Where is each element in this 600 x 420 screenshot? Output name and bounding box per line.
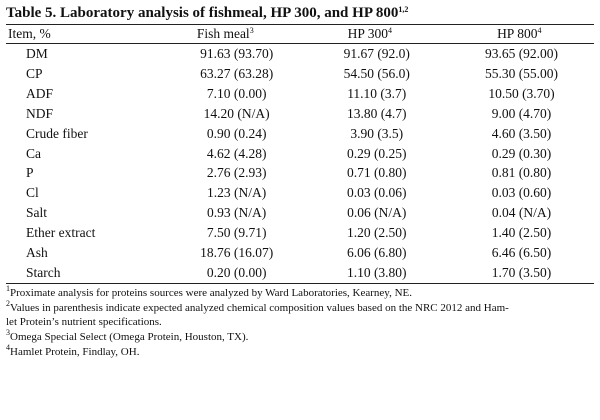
cell-fishmeal: 18.76 (16.07) bbox=[200, 245, 274, 261]
cell-item: Starch bbox=[26, 264, 61, 280]
cell-hp300: 3.90 (3.5) bbox=[350, 125, 404, 141]
top-rule bbox=[6, 24, 594, 25]
cell-hp300: 0.03 (0.06) bbox=[346, 185, 407, 201]
cell-item: Ca bbox=[26, 145, 41, 161]
cell-item: Ether extract bbox=[26, 225, 96, 241]
footnote-marker: 4 bbox=[6, 343, 10, 353]
cell-hp800: 0.04 (N/A) bbox=[491, 205, 552, 221]
table-row: NDF 14.20 (N/A) 13.80 (4.7) 9.00 (4.70) bbox=[6, 104, 594, 124]
table-row: Ash 18.76 (16.07) 6.06 (6.80) 6.46 (6.50) bbox=[6, 243, 594, 263]
table-row: ADF 7.10 (0.00) 11.10 (3.7) 10.50 (3.70) bbox=[6, 84, 594, 104]
cell-fishmeal: 7.10 (0.00) bbox=[206, 85, 267, 101]
cell-fishmeal: 0.90 (0.24) bbox=[206, 125, 267, 141]
footnote: 2Values in parenthesis indicate expected… bbox=[6, 298, 594, 316]
table-row: Crude fiber 0.90 (0.24) 3.90 (3.5) 4.60 (3.… bbox=[6, 124, 594, 144]
cell-fishmeal: 0.93 (N/A) bbox=[207, 205, 267, 221]
table-row: DM 91.63 (93.70) 91.67 (92.0) 93.65 (92.00) bbox=[6, 44, 594, 64]
cell-fishmeal: 0.20 (0.00) bbox=[206, 264, 267, 280]
cell-hp300: 1.10 (3.80) bbox=[346, 264, 407, 280]
bottom-rule bbox=[6, 282, 594, 284]
footnote-text: Hamlet Protein, Findlay, OH. bbox=[10, 346, 140, 359]
cell-hp800: 0.29 (0.30) bbox=[491, 145, 552, 161]
header-fishmeal: Fish meal3 bbox=[155, 25, 295, 43]
cell-hp300: 6.06 (6.80) bbox=[346, 245, 407, 261]
cell-fishmeal: 91.63 (93.70) bbox=[200, 46, 274, 61]
cell-hp800: 0.03 (0.60) bbox=[491, 185, 552, 201]
cell-hp800: 1.40 (2.50) bbox=[491, 225, 552, 241]
cell-item: ADF bbox=[26, 85, 54, 101]
header-hp300-label: HP 300 bbox=[347, 26, 388, 41]
header-item: Item, % bbox=[6, 25, 155, 43]
cell-item: DM bbox=[26, 46, 48, 61]
cell-fishmeal: 4.62 (4.28) bbox=[206, 145, 267, 161]
cell-fishmeal: 1.23 (N/A) bbox=[207, 185, 267, 201]
cell-hp300: 11.10 (3.7) bbox=[347, 85, 407, 101]
table-title-superscript: 1,2 bbox=[398, 5, 409, 14]
header-item-label: Item, % bbox=[8, 26, 51, 41]
footnote-text: Values in parenthesis indicate expected … bbox=[10, 301, 509, 314]
footnote: let Protein’s nutrient specifications. bbox=[6, 315, 594, 330]
cell-hp800: 9.00 (4.70) bbox=[491, 105, 552, 121]
footnote: 1Proximate analysis for proteins sources… bbox=[6, 283, 594, 301]
table-row: Starch 0.20 (0.00) 1.10 (3.80) 1.70 (3.50) bbox=[6, 263, 594, 283]
cell-hp800: 55.30 (55.00) bbox=[484, 65, 559, 81]
cell-hp300: 0.71 (0.80) bbox=[346, 165, 407, 181]
cell-hp800: 93.65 (92.00) bbox=[484, 46, 559, 61]
table-row: Ether extract 7.50 (9.71) 1.20 (2.50) 1.40 … bbox=[6, 223, 594, 243]
header-hp300: HP 3004 bbox=[295, 25, 444, 43]
cell-hp300: 1.20 (2.50) bbox=[346, 225, 407, 241]
cell-hp300: 13.80 (4.7) bbox=[346, 105, 407, 121]
cell-item: Cl bbox=[26, 185, 39, 201]
cell-hp800: 10.50 (3.70) bbox=[488, 85, 555, 101]
cell-hp300: 0.06 (N/A) bbox=[347, 205, 407, 221]
cell-hp300: 0.29 (0.25) bbox=[346, 145, 407, 161]
header-rule bbox=[6, 43, 594, 44]
cell-fishmeal: 7.50 (9.71) bbox=[206, 225, 267, 241]
header-hp800-label: HP 800 bbox=[497, 26, 538, 41]
table-row: P 2.76 (2.93) 0.71 (0.80) 0.81 (0.80) bbox=[6, 163, 594, 183]
table-header-row: Item, % Fish meal3 HP 3004 HP 8004 bbox=[6, 25, 594, 43]
table-title: Table 5. Laboratory analysis of fishmeal… bbox=[6, 0, 594, 22]
composition-table-body: DM 91.63 (93.70) 91.67 (92.0) 93.65 (92.00)… bbox=[6, 44, 594, 283]
footnote: 4Hamlet Protein, Findlay, OH. bbox=[6, 343, 594, 360]
cell-item: Salt bbox=[26, 205, 48, 221]
table-title-text: Table 5. Laboratory analysis of fishmeal… bbox=[6, 5, 399, 21]
footnote-marker: 1 bbox=[6, 283, 10, 293]
cell-hp300: 91.67 (92.0) bbox=[343, 46, 410, 61]
cell-item: NDF bbox=[26, 105, 54, 121]
table-row: Ca 4.62 (4.28) 0.29 (0.25) 0.29 (0.30) bbox=[6, 144, 594, 164]
header-fishmeal-sup: 3 bbox=[249, 26, 254, 35]
footnote-text: Omega Special Select (Omega Protein, Hou… bbox=[10, 331, 249, 344]
footnote-marker: 2 bbox=[6, 298, 10, 308]
header-fishmeal-label: Fish meal bbox=[196, 26, 250, 41]
cell-fishmeal: 14.20 (N/A) bbox=[203, 105, 270, 121]
table-row: Cl 1.23 (N/A) 0.03 (0.06) 0.03 (0.60) bbox=[6, 183, 594, 203]
footnote-text: Proximate analysis for proteins sources … bbox=[10, 286, 412, 299]
header-hp800-sup: 4 bbox=[537, 26, 542, 35]
footnote: 3Omega Special Select (Omega Protein, Ho… bbox=[6, 328, 594, 345]
table-row: Salt 0.93 (N/A) 0.06 (N/A) 0.04 (N/A) bbox=[6, 203, 594, 223]
table-row: CP 63.27 (63.28) 54.50 (56.0) 55.30 (55.00) bbox=[6, 64, 594, 84]
table-body: DM 91.63 (93.70) 91.67 (92.0) 93.65 (92.00)… bbox=[6, 44, 594, 283]
cell-hp800: 0.81 (0.80) bbox=[491, 165, 552, 181]
header-hp800: HP 8004 bbox=[445, 25, 594, 43]
cell-hp300: 54.50 (56.0) bbox=[343, 65, 410, 81]
footnote-marker: 3 bbox=[6, 328, 10, 338]
cell-item: CP bbox=[26, 65, 43, 81]
cell-fishmeal: 63.27 (63.28) bbox=[200, 65, 274, 81]
cell-hp800: 6.46 (6.50) bbox=[491, 245, 552, 261]
footnotes: 1Proximate analysis for proteins sources… bbox=[6, 284, 594, 360]
cell-hp800: 4.60 (3.50) bbox=[491, 125, 552, 141]
footnote-text: let Protein’s nutrient specifications. bbox=[6, 316, 162, 329]
cell-item: P bbox=[26, 165, 34, 181]
cell-item: Crude fiber bbox=[26, 125, 88, 141]
header-hp300-sup: 4 bbox=[387, 26, 392, 35]
composition-table: Item, % Fish meal3 HP 3004 HP 8004 bbox=[6, 25, 594, 43]
cell-item: Ash bbox=[26, 245, 48, 261]
cell-fishmeal: 2.76 (2.93) bbox=[206, 165, 267, 181]
cell-hp800: 1.70 (3.50) bbox=[491, 264, 552, 280]
